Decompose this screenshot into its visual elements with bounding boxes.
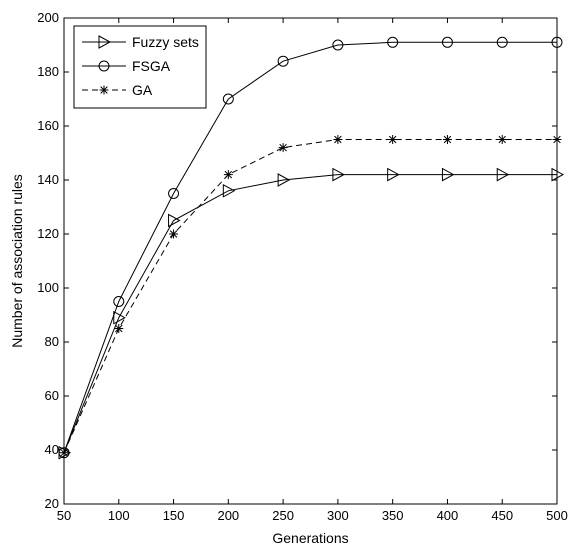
legend-item: FSGA (82, 58, 171, 74)
x-axis-label: Generations (272, 530, 348, 546)
data-point-triangle (551, 167, 565, 182)
data-point-circle (332, 39, 344, 51)
x-tick-label: 250 (272, 508, 294, 523)
y-tick-label: 60 (45, 388, 59, 403)
y-tick-label: 180 (37, 64, 59, 79)
y-tick-label: 20 (45, 496, 59, 511)
data-point-asterisk (497, 135, 507, 144)
x-tick-label: 150 (163, 508, 185, 523)
data-point-asterisk (169, 229, 179, 239)
x-tick-label: 500 (546, 508, 568, 523)
x-tick-label: 200 (217, 508, 239, 523)
data-series (58, 36, 565, 460)
data-point-triangle (98, 35, 112, 49)
series-line (63, 174, 557, 453)
data-point-circle (496, 36, 508, 48)
y-tick-label: 80 (45, 334, 59, 349)
data-point-triangle (168, 213, 181, 228)
data-point-asterisk (114, 324, 124, 333)
y-tick-label: 120 (37, 226, 59, 241)
data-point-asterisk (388, 135, 398, 144)
x-tick-label: 100 (108, 508, 130, 523)
data-point-triangle (332, 167, 345, 182)
data-point-circle (98, 60, 110, 72)
data-point-triangle (441, 167, 455, 182)
data-point-circle (441, 36, 453, 48)
y-tick-label: 200 (37, 10, 59, 25)
legend-label: Fuzzy sets (132, 34, 199, 50)
x-tick-label: 400 (437, 508, 459, 523)
legend: Fuzzy sets FSGA GA (73, 25, 207, 109)
y-tick-label: 140 (37, 172, 59, 187)
legend-label: GA (132, 82, 153, 98)
data-point-circle (387, 36, 399, 48)
legend-box (73, 25, 207, 109)
data-point-triangle (496, 167, 510, 182)
data-point-circle (58, 447, 70, 459)
data-point-circle (168, 188, 180, 199)
data-point-asterisk (552, 135, 562, 144)
data-point-asterisk (223, 170, 233, 180)
y-tick-label: 100 (37, 280, 59, 295)
data-point-asterisk (442, 135, 452, 144)
data-point-asterisk (59, 448, 69, 458)
legend-item: Fuzzy sets (82, 34, 199, 50)
data-point-circle (277, 55, 289, 67)
data-point-asterisk (333, 135, 343, 144)
series-line (63, 41, 557, 453)
y-tick-label: 40 (45, 442, 59, 457)
data-point-circle (113, 296, 125, 307)
series-ga (59, 135, 562, 458)
series-line (63, 139, 557, 453)
y-tick-label: 160 (37, 118, 59, 133)
x-tick-label: 300 (327, 508, 349, 523)
data-point-triangle (277, 173, 291, 187)
data-point-circle (222, 93, 234, 105)
data-point-circle (551, 36, 563, 48)
data-point-triangle (387, 167, 400, 182)
data-point-triangle (113, 310, 126, 325)
series-fsga (58, 36, 563, 459)
x-tick-label: 50 (57, 508, 71, 523)
legend-label: FSGA (132, 58, 171, 74)
data-point-asterisk (99, 85, 109, 95)
axis-ticks: 50 100 150 200 250 300 350 400 450 500 20 40 60 80 100… (37, 10, 568, 523)
x-tick-label: 350 (382, 508, 404, 523)
data-point-triangle (222, 183, 236, 198)
legend-item: GA (82, 82, 153, 98)
data-point-asterisk (278, 143, 288, 153)
y-axis-label: Number of association rules (9, 174, 25, 348)
x-tick-label: 450 (491, 508, 513, 523)
